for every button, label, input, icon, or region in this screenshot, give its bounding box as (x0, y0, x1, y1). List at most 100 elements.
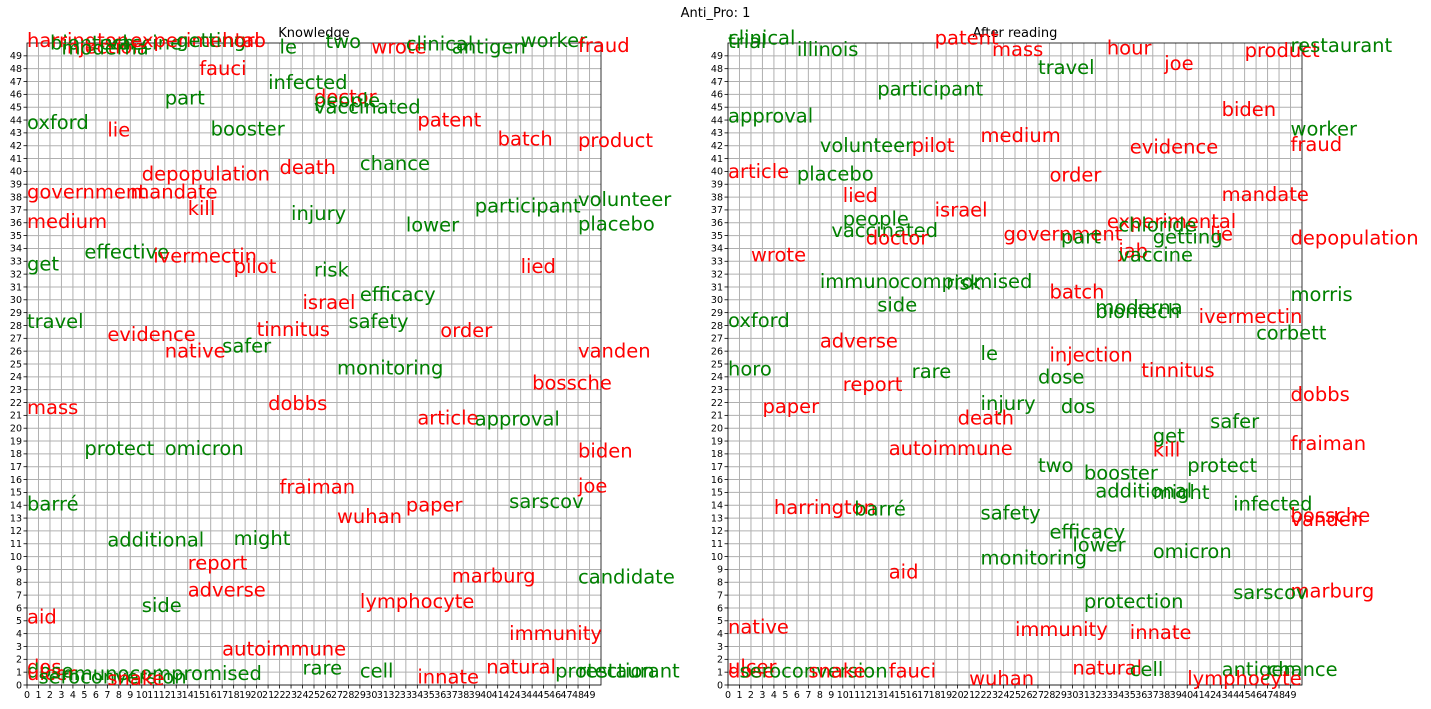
y-tick-label: 29 (711, 308, 723, 319)
x-tick-label: 7 (104, 690, 110, 701)
y-tick-label: 11 (711, 539, 723, 550)
y-tick-label: 19 (10, 436, 22, 447)
word-label: immunocompromised (820, 270, 1033, 293)
word-label: immunity (509, 622, 602, 645)
word-label: ivermectin (1199, 305, 1303, 328)
word-label: dobbs (268, 392, 327, 415)
y-tick-label: 42 (10, 141, 22, 152)
word-label: safer (1210, 410, 1260, 433)
word-label: wrote (371, 35, 426, 58)
word-label: lie (107, 119, 130, 142)
word-label: pilot (234, 255, 277, 278)
word-label: sarscov (509, 490, 583, 513)
x-tick-label: 12 (159, 690, 171, 701)
word-label: might (234, 527, 291, 550)
word-label: ulcer (27, 662, 76, 685)
word-label: illinois (797, 38, 859, 61)
x-tick-label: 26 (1020, 690, 1032, 701)
y-tick-label: 8 (717, 578, 723, 589)
word-label: evidence (107, 323, 195, 346)
x-tick-label: 10 (136, 690, 148, 701)
y-tick-label: 32 (711, 269, 723, 280)
word-label: fraiman (1291, 432, 1367, 455)
y-tick-label: 12 (10, 526, 22, 537)
y-tick-label: 42 (711, 141, 723, 152)
word-label: vaccine (1118, 243, 1193, 266)
word-label: dobbs (1291, 383, 1350, 406)
x-tick-label: 9 (828, 690, 834, 701)
x-tick-label: 2 (47, 690, 53, 701)
panel-title: After reading (973, 26, 1058, 41)
word-label: product (1245, 39, 1320, 62)
word-label: mandate (1222, 183, 1309, 206)
word-label: booster (211, 117, 286, 140)
word-label: monitoring (981, 546, 1087, 569)
word-label: mandate (130, 180, 217, 203)
word-label: aid (27, 605, 57, 628)
y-tick-label: 4 (717, 629, 723, 640)
x-tick-label: 33 (1101, 690, 1113, 701)
y-tick-label: 5 (16, 616, 22, 627)
x-tick-label: 49 (583, 690, 595, 701)
word-label: protect (1187, 454, 1257, 477)
x-tick-label: 26 (319, 690, 331, 701)
word-label: safety (348, 310, 408, 333)
plot-frame (26, 42, 602, 686)
y-tick-label: 2 (717, 655, 723, 666)
x-tick-label: 3 (759, 690, 765, 701)
word-label: efficacy (1049, 521, 1125, 544)
y-tick-label: 20 (10, 424, 22, 435)
y-tick-label: 25 (711, 359, 723, 370)
x-tick-label: 24 (997, 690, 1009, 701)
x-tick-label: 24 (296, 690, 308, 701)
y-tick-label: 33 (10, 257, 22, 268)
x-tick-label: 4 (70, 690, 76, 701)
word-label: article (728, 160, 789, 183)
x-tick-label: 18 (228, 690, 240, 701)
x-tick-label: 49 (1284, 690, 1296, 701)
x-tick-label: 40 (1181, 690, 1193, 701)
word-label: tinnitus (257, 318, 330, 341)
word-label: omicron (165, 437, 244, 460)
y-tick-label: 22 (10, 398, 22, 409)
y-tick-label: 39 (10, 180, 22, 191)
y-tick-label: 31 (711, 282, 723, 293)
x-tick-label: 20 (251, 690, 263, 701)
word-label: horo (728, 358, 772, 381)
word-label: getting (176, 29, 246, 52)
x-tick-label: 42 (503, 690, 515, 701)
word-label: risk (946, 272, 982, 295)
x-tick-label: 25 (1009, 690, 1021, 701)
word-label: vaccine (107, 31, 182, 54)
word-label: oxford (728, 309, 790, 332)
word-label: death (280, 156, 336, 179)
x-tick-label: 16 (205, 690, 217, 701)
y-tick-label: 47 (711, 77, 723, 88)
x-tick-label: 28 (342, 690, 354, 701)
word-label: government (1004, 223, 1123, 246)
word-label: additional (107, 528, 204, 551)
y-tick-label: 13 (10, 513, 22, 524)
word-label: fraiman (280, 476, 356, 499)
x-tick-label: 2 (748, 690, 754, 701)
word-label: native (165, 340, 226, 363)
word-label: clinical (406, 33, 473, 56)
y-tick-label: 16 (711, 475, 723, 486)
word-label: experimental (130, 29, 259, 52)
x-tick-label: 39 (1170, 690, 1182, 701)
word-label: nmunocompromised (61, 662, 262, 685)
x-tick-label: 44 (1227, 690, 1239, 701)
word-label: placebo (797, 162, 874, 185)
word-label: bossche (532, 372, 612, 395)
y-tick-label: 15 (711, 488, 723, 499)
word-label: side (142, 594, 182, 617)
x-tick-label: 31 (1078, 690, 1090, 701)
y-tick-label: 27 (10, 334, 22, 345)
word-label: paper (406, 494, 464, 517)
word-label: participant (877, 78, 983, 101)
word-label: dos (1061, 395, 1095, 418)
word-label: death (958, 406, 1014, 429)
y-tick-label: 43 (10, 128, 22, 139)
y-tick-label: 49 (711, 51, 723, 62)
